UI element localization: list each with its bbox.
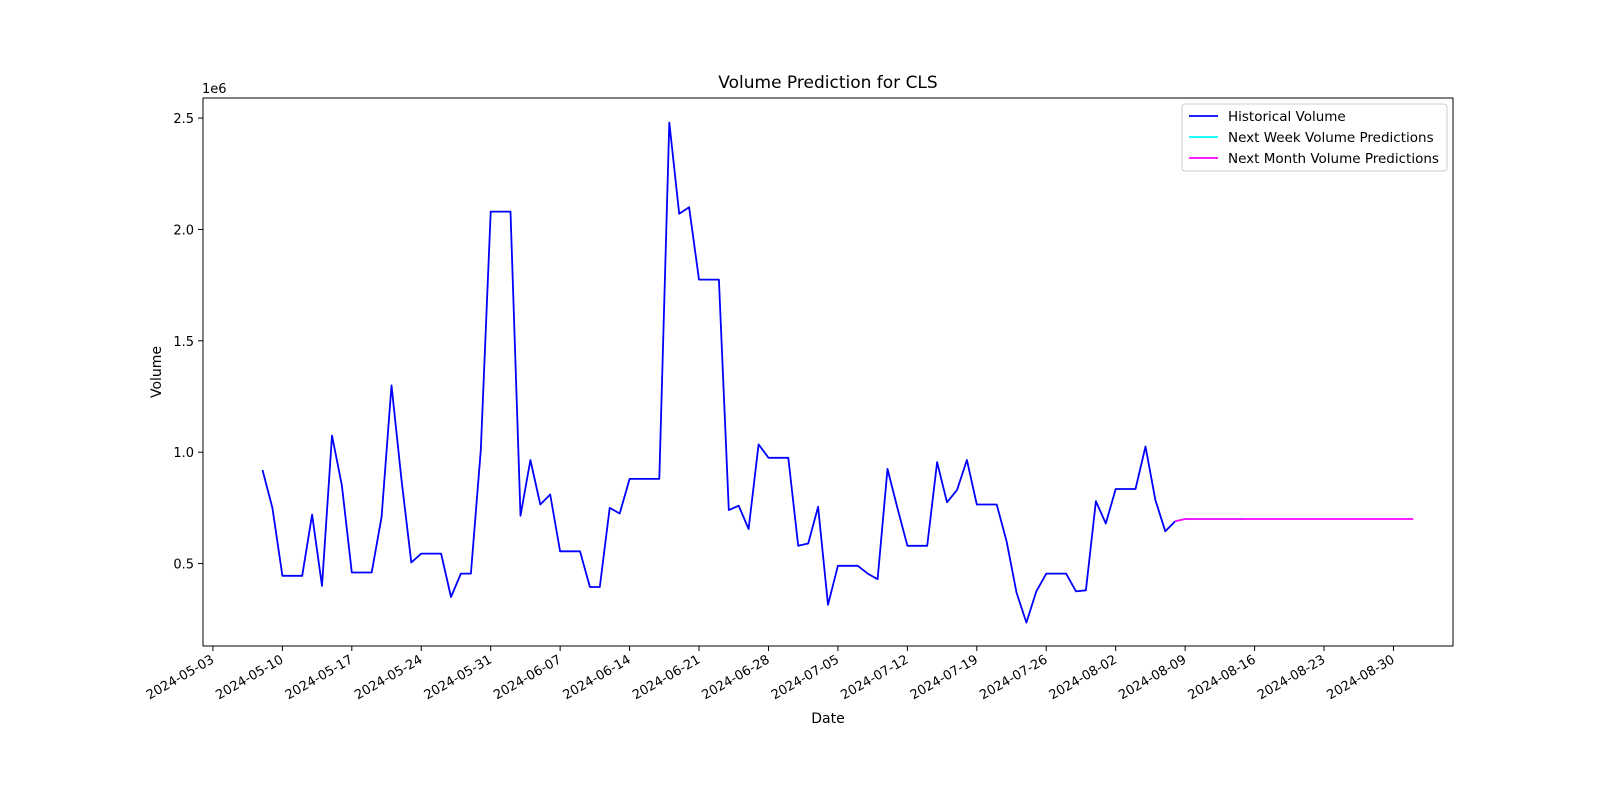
y-tick-label: 0.5 (173, 558, 194, 573)
legend-label: Historical Volume (1228, 109, 1346, 125)
y-axis-offset-label: 1e6 (202, 82, 227, 97)
legend-label: Next Week Volume Predictions (1228, 130, 1434, 146)
legend: Historical Volume Next Week Volume Predic… (1181, 103, 1448, 172)
y-axis-label: Volume (149, 346, 165, 398)
y-tick-label: 2.0 (173, 223, 194, 238)
series-line-historical-volume (261, 121, 1176, 624)
series-line-next-month-volume-predictions (1174, 518, 1414, 523)
y-tick-label: 1.0 (173, 446, 194, 461)
legend-box (1181, 103, 1448, 172)
axes-frame (202, 97, 1454, 647)
y-tick-label: 2.5 (173, 112, 194, 127)
chart-title: Volume Prediction for CLS (718, 73, 937, 93)
legend-label: Next Month Volume Predictions (1228, 151, 1439, 167)
x-axis-label: Date (811, 711, 844, 727)
y-tick-label: 1.5 (173, 335, 194, 350)
